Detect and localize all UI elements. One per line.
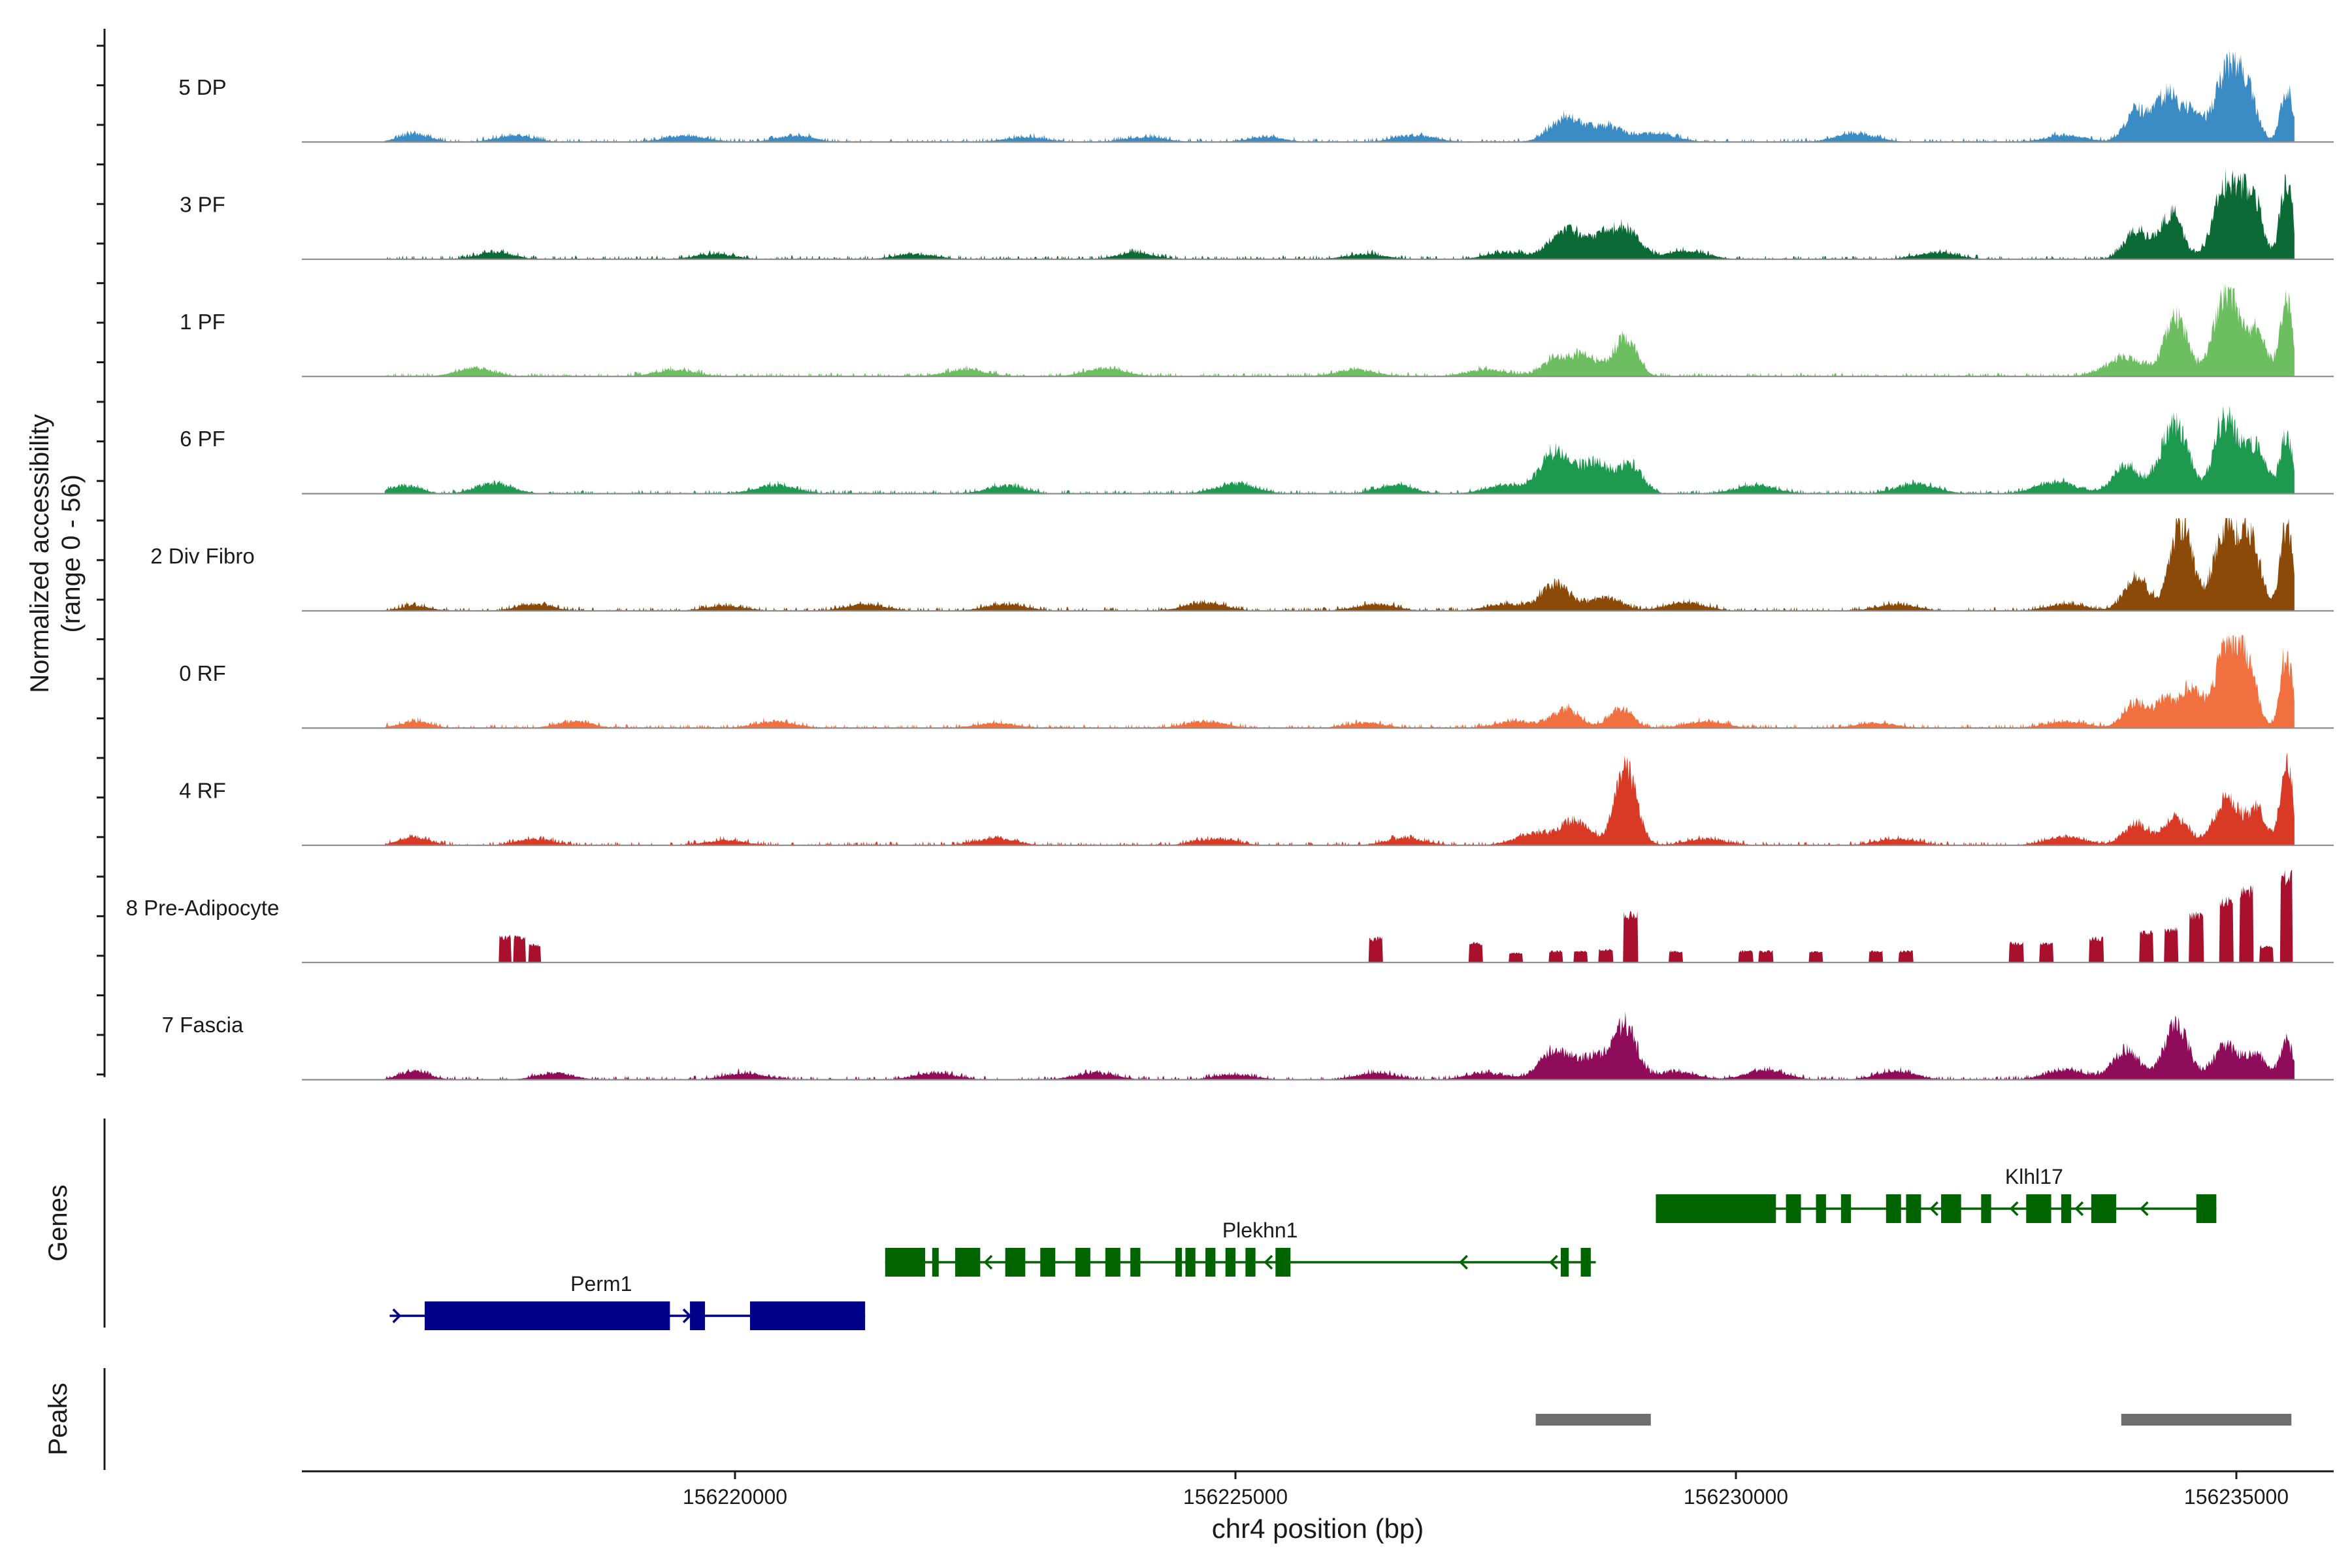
gene-exon (1175, 1248, 1183, 1277)
x-tick-label: 156220000 (683, 1485, 787, 1509)
coverage-area (374, 518, 2295, 611)
coverage-area (374, 870, 2295, 963)
coverage-track-5-dp: 5 DP (178, 49, 2334, 143)
gene-exon (2026, 1194, 2051, 1223)
gene-exon (425, 1301, 670, 1330)
gene-exon (1040, 1248, 1056, 1277)
gene-exon (1840, 1194, 1852, 1223)
strand-arrow (392, 1308, 402, 1324)
gene-exon (1130, 1248, 1141, 1277)
peaks-track: Peaks (44, 1368, 2292, 1470)
gene-exon (1786, 1194, 1801, 1223)
gene-exon (690, 1301, 706, 1330)
track-label: 5 DP (178, 75, 226, 99)
gene-exon (1225, 1248, 1235, 1277)
coverage-track-0-rf: 0 RF (179, 635, 2334, 729)
gene-exon (1941, 1194, 1961, 1223)
strand-arrow (1183, 1254, 1193, 1270)
gene-exon (2061, 1194, 2072, 1223)
coverage-track-7-fascia: 7 Fascia (162, 1011, 2334, 1081)
coverage-track-6-pf: 6 PF (180, 405, 2334, 495)
strand-arrow (1264, 1254, 1273, 1270)
gene-exon (1906, 1194, 1921, 1223)
track-label: 4 RF (179, 778, 226, 802)
track-label: 3 PF (180, 192, 225, 216)
gene-exon (1580, 1248, 1591, 1277)
gene-klhl17: Klhl17 (1656, 1165, 2217, 1223)
gene-exon (749, 1301, 866, 1330)
peak-region (2121, 1414, 2292, 1426)
gene-exon (1185, 1248, 1196, 1277)
gene-label: Klhl17 (2005, 1165, 2063, 1188)
track-label: 7 Fascia (162, 1013, 244, 1037)
x-tick-label: 156225000 (1183, 1485, 1288, 1509)
strand-arrow (1459, 1254, 1468, 1270)
strand-arrow (1549, 1254, 1558, 1270)
gene-exon (955, 1248, 981, 1277)
gene-track: Genes Perm1 Plekhn1 Klhl17 (44, 1119, 2217, 1330)
coverage-track-4-rf: 4 RF (179, 753, 2334, 846)
gene-exon (1886, 1194, 1901, 1223)
gene-exon (1275, 1248, 1291, 1277)
coverage-area (374, 1011, 2295, 1080)
coverage-area (374, 405, 2295, 494)
x-axis: 156220000 156225000 156230000 156235000 chr4… (302, 1470, 2334, 1544)
coverage-area (374, 167, 2295, 259)
y-axis-title: Normalized accessibility (range 0 - 56) (25, 414, 86, 693)
strand-arrow (983, 1254, 993, 1270)
gene-perm1: Perm1 (389, 1272, 866, 1330)
gene-track-label: Genes (44, 1184, 73, 1262)
peaks-track-title: Peaks (44, 1382, 73, 1455)
gene-plekhn1: Plekhn1 (885, 1218, 1596, 1277)
strand-arrow (1929, 1201, 1938, 1217)
gene-label: Plekhn1 (1222, 1218, 1298, 1242)
gene-track-title: Genes (44, 1184, 73, 1262)
gene-exon (1105, 1248, 1120, 1277)
coverage-track-3-pf: 3 PF (180, 167, 2334, 260)
track-label: 2 Div Fibro (150, 544, 255, 568)
x-axis-label: chr4 position (bp) (1212, 1513, 1424, 1544)
track-label: 0 RF (179, 661, 226, 685)
coverage-track-8-pre-adipocyte: 8 Pre-Adipocyte (126, 870, 2334, 964)
gene-exon (885, 1248, 926, 1277)
peaks-track-label: Peaks (44, 1382, 73, 1455)
strand-arrow (2139, 1201, 2149, 1217)
x-tick-label: 156235000 (2184, 1485, 2289, 1509)
gene-exon (2196, 1194, 2217, 1223)
coverage-track-1-pf: 1 PF (180, 284, 2334, 378)
track-label: 6 PF (180, 427, 225, 451)
track-label: 8 Pre-Adipocyte (126, 896, 280, 920)
gene-exon (1656, 1194, 1776, 1223)
coverage-area (374, 284, 2295, 377)
coverage-area (374, 49, 2295, 142)
gene-exon (1560, 1248, 1569, 1277)
gene-exon (1005, 1248, 1026, 1277)
gene-exon (1816, 1194, 1826, 1223)
gene-exon (932, 1248, 939, 1277)
gene-label: Perm1 (570, 1272, 632, 1296)
peak-region (1535, 1414, 1651, 1426)
gene-exon (2091, 1194, 2117, 1223)
strand-arrow (682, 1308, 692, 1324)
gene-exon (1245, 1248, 1256, 1277)
y-axis-range-label: (range 0 - 56) (57, 474, 86, 632)
gene-exon (1205, 1248, 1216, 1277)
gene-exon (1075, 1248, 1090, 1277)
x-tick-label: 156230000 (1684, 1485, 1788, 1509)
coverage-area (374, 635, 2295, 728)
coverage-area (374, 753, 2295, 845)
track-label: 1 PF (180, 310, 225, 334)
y-axis-label: Normalized accessibility (25, 414, 54, 693)
gene-exon (1981, 1194, 1991, 1223)
strand-arrow (2074, 1201, 2084, 1217)
strand-arrow (2009, 1201, 2019, 1217)
y-axis: Normalized accessibility (range 0 - 56) (25, 29, 106, 1077)
coverage-track-2-div-fibro: 2 Div Fibro (150, 518, 2334, 612)
